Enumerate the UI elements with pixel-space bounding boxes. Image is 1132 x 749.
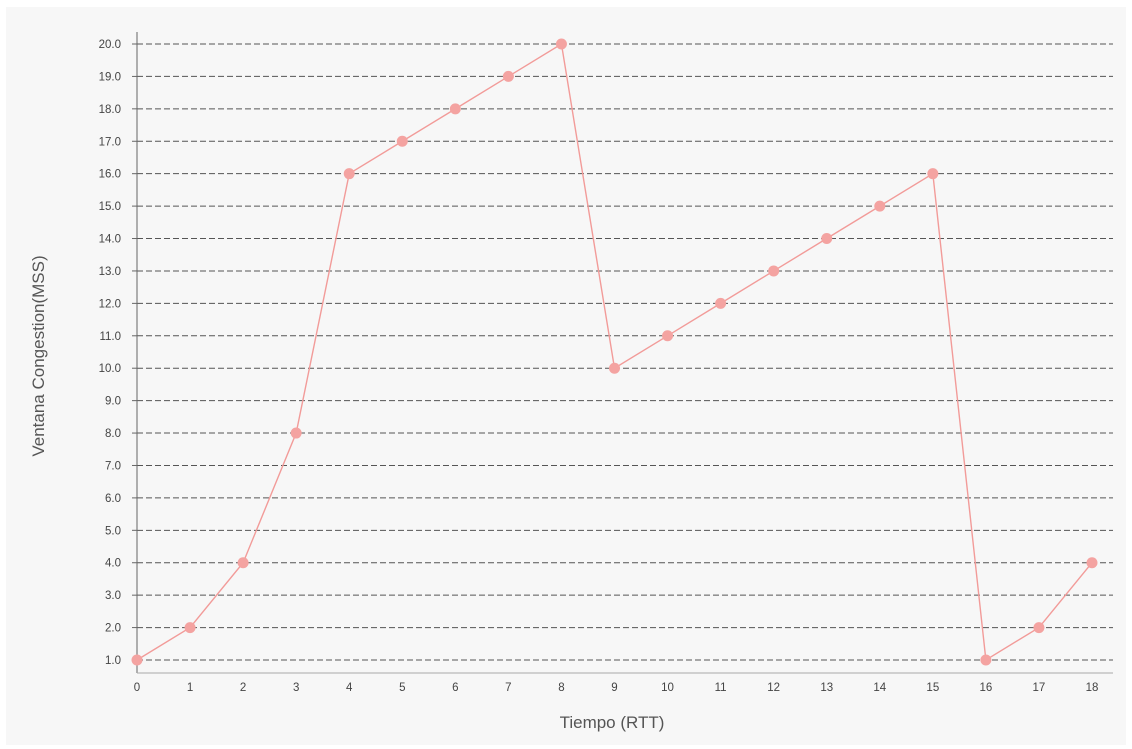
y-tick-label: 13.0 [99, 266, 121, 278]
y-tick-labels: 1.0 2.0 3.0 4.0 5.0 6.0 7.0 8.0 9.0 10.0 11.0 12.0 1… [99, 39, 137, 667]
data-point[interactable] [555, 38, 567, 50]
x-tick-label: 12 [767, 682, 780, 694]
data-point[interactable] [768, 265, 780, 277]
data-point[interactable] [502, 70, 514, 82]
y-tick-label: 3.0 [105, 590, 121, 602]
x-tick-label: 16 [979, 682, 992, 694]
y-tick-label: 10.0 [99, 363, 121, 375]
x-tick-label: 14 [873, 682, 886, 694]
x-tick-label: 9 [611, 682, 617, 694]
x-tick-label: 7 [505, 682, 511, 694]
y-tick-label: 15.0 [99, 201, 121, 213]
x-tick-label: 1 [187, 682, 193, 694]
y-tick-label: 19.0 [99, 71, 121, 83]
data-point[interactable] [131, 654, 143, 666]
x-tick-label: 11 [715, 682, 727, 694]
data-point[interactable] [290, 427, 302, 439]
y-tick-label: 20.0 [99, 39, 121, 51]
y-tick-label: 4.0 [105, 558, 121, 570]
x-tick-label: 4 [346, 682, 353, 694]
data-point[interactable] [821, 233, 833, 245]
data-point[interactable] [715, 297, 727, 309]
x-tick-label: 5 [399, 682, 405, 694]
data-point[interactable] [237, 557, 249, 569]
x-tick-labels: 0 1 2 3 4 5 6 7 8 9 10 11 12 13 14 15 16 17 18 [134, 682, 1099, 694]
y-tick-label: 12.0 [99, 298, 121, 310]
y-tick-label: 11.0 [99, 331, 121, 343]
data-point[interactable] [184, 622, 196, 634]
y-axis-title: Ventana Congestion(MSS) [29, 255, 48, 456]
chart-panel [6, 7, 1126, 745]
data-point[interactable] [874, 200, 886, 212]
y-tick-label: 9.0 [105, 396, 121, 408]
x-axis-title: Tiempo (RTT) [560, 713, 665, 732]
data-point[interactable] [609, 362, 620, 374]
x-tick-label: 6 [452, 682, 458, 694]
x-tick-label: 10 [661, 682, 674, 694]
data-point[interactable] [1033, 622, 1045, 634]
x-tick-label: 0 [134, 682, 140, 694]
data-point[interactable] [396, 135, 408, 147]
y-tick-label: 6.0 [105, 493, 121, 505]
data-point[interactable] [1086, 557, 1098, 569]
x-tick-label: 17 [1033, 682, 1046, 694]
y-tick-label: 8.0 [105, 428, 121, 440]
x-tick-label: 15 [926, 682, 939, 694]
data-point[interactable] [927, 168, 939, 180]
data-point[interactable] [343, 168, 355, 180]
x-tick-label: 18 [1086, 682, 1099, 694]
data-point[interactable] [662, 330, 674, 342]
series-ventana [131, 38, 1098, 666]
x-tick-label: 8 [558, 682, 564, 694]
y-tick-label: 17.0 [99, 136, 121, 148]
y-tick-label: 7.0 [105, 460, 121, 472]
y-tick-label: 18.0 [99, 104, 121, 116]
x-tick-label: 13 [820, 682, 833, 694]
data-point[interactable] [449, 103, 461, 115]
y-tick-label: 16.0 [99, 169, 121, 181]
y-gridlines [137, 43, 1113, 661]
x-tick-label: 2 [240, 682, 246, 694]
y-tick-label: 1.0 [105, 655, 121, 667]
y-tick-label: 14.0 [99, 234, 121, 246]
data-point[interactable] [980, 654, 992, 666]
x-tick-label: 3 [293, 682, 299, 694]
series-line [136, 42, 1093, 662]
y-tick-label: 5.0 [105, 525, 121, 537]
y-tick-label: 2.0 [105, 623, 121, 635]
